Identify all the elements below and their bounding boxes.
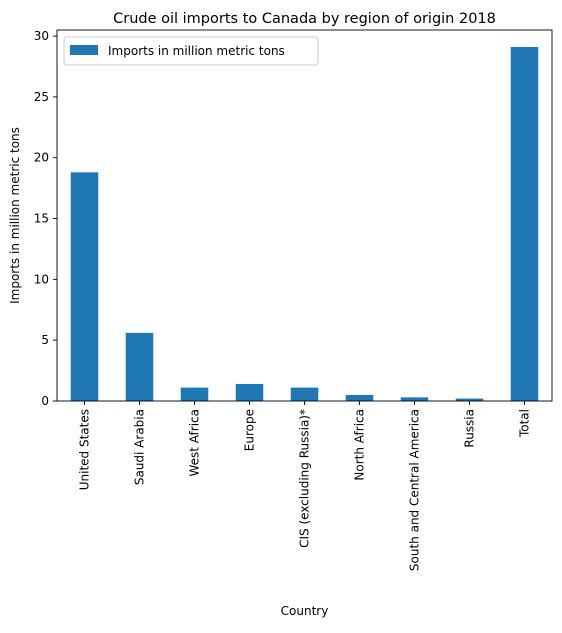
- chart-title: Crude oil imports to Canada by region of…: [113, 11, 496, 27]
- bar: [180, 387, 209, 401]
- x-tick-label: Europe: [243, 409, 257, 451]
- bar: [290, 387, 319, 401]
- x-tick-label: Saudi Arabia: [133, 409, 147, 485]
- bars-group: [70, 47, 539, 401]
- bar: [400, 397, 429, 401]
- legend: Imports in million metric tons: [63, 36, 319, 66]
- legend-frame: [63, 36, 319, 66]
- bar: [125, 332, 154, 401]
- x-tick-label: United States: [78, 409, 92, 490]
- y-tick-label: 0: [41, 394, 49, 408]
- y-tick-label: 15: [34, 212, 49, 226]
- y-tick-label: 30: [34, 29, 49, 43]
- x-axis: United States Saudi Arabia West Africa Euro…: [78, 401, 532, 571]
- bar: [510, 47, 539, 401]
- bar: [345, 394, 374, 401]
- legend-label: Imports in million metric tons: [108, 44, 285, 58]
- bar: [235, 383, 264, 401]
- y-tick-label: 5: [41, 333, 49, 347]
- x-tick-label: Total: [518, 409, 532, 438]
- y-axis-title: Imports in million metric tons: [8, 127, 22, 304]
- legend-swatch: [70, 45, 98, 55]
- y-tick-label: 10: [34, 272, 49, 286]
- x-tick-label: North Africa: [353, 409, 367, 481]
- x-tick-label: South and Central America: [408, 409, 422, 571]
- y-tick-label: 20: [34, 151, 49, 165]
- x-axis-title: Country: [281, 604, 329, 618]
- y-tick-label: 25: [34, 90, 49, 104]
- x-tick-label: CIS (excluding Russia)*: [298, 409, 312, 548]
- plot-frame: [56, 29, 553, 402]
- bar: [70, 172, 99, 401]
- y-axis: 0 5 10 15 20 25 30: [34, 29, 57, 408]
- x-tick-label: West Africa: [188, 409, 202, 477]
- bar: [455, 398, 484, 401]
- x-tick-label: Russia: [463, 409, 477, 448]
